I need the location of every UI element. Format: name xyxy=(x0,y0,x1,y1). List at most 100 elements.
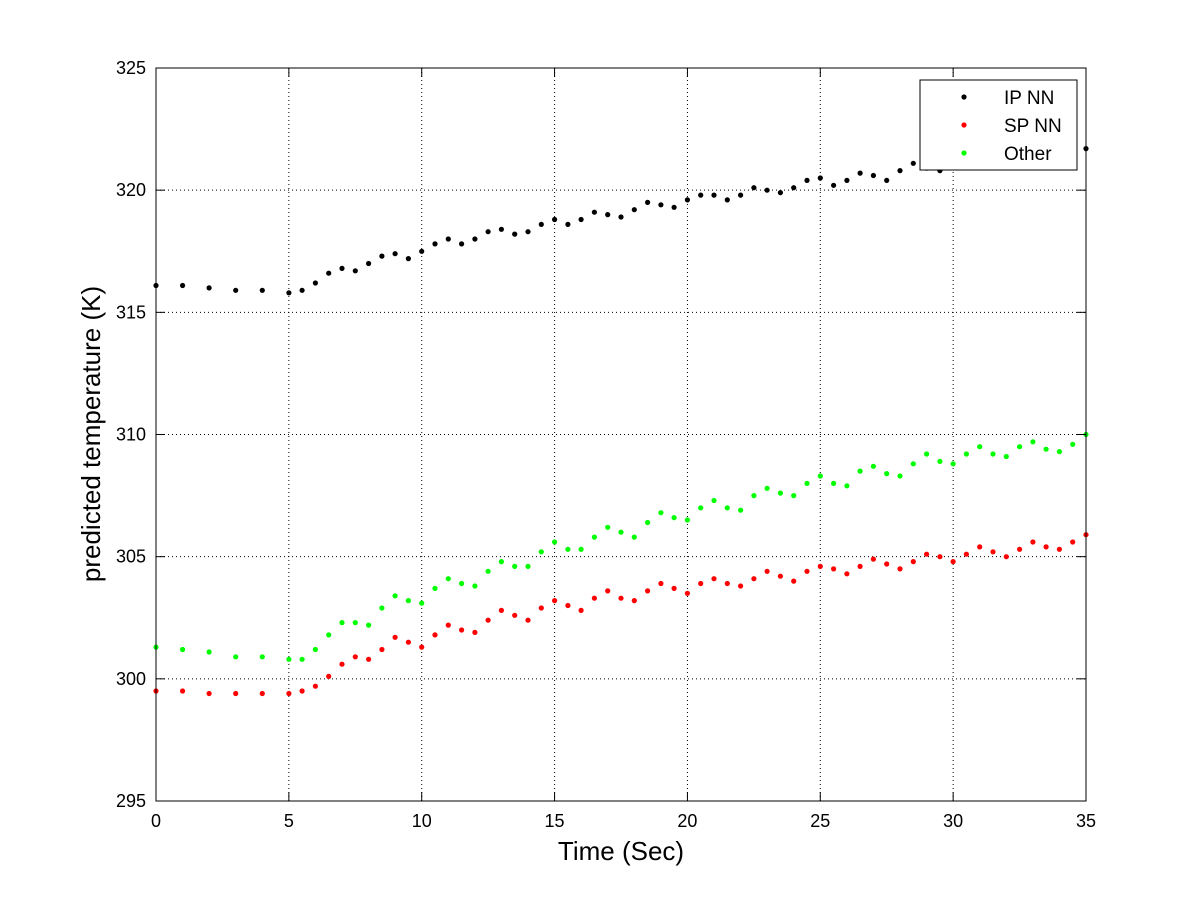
data-point-ip-nn xyxy=(751,185,757,191)
series-other xyxy=(153,431,1089,662)
data-point-ip-nn xyxy=(206,285,212,291)
data-point-ip-nn xyxy=(618,214,624,220)
x-tick-label: 5 xyxy=(284,811,294,831)
data-point-other xyxy=(1030,439,1036,445)
data-point-other xyxy=(525,563,531,570)
data-point-sp-nn xyxy=(339,661,345,667)
legend-marker xyxy=(961,122,967,128)
data-point-sp-nn xyxy=(671,585,677,592)
data-point-sp-nn xyxy=(459,627,465,633)
data-point-other xyxy=(937,458,943,464)
data-point-other xyxy=(711,497,717,504)
data-point-ip-nn xyxy=(405,256,411,262)
data-point-ip-nn xyxy=(565,221,571,227)
data-point-sp-nn xyxy=(950,559,956,565)
data-point-ip-nn xyxy=(180,282,186,289)
data-point-ip-nn xyxy=(791,185,797,191)
data-point-ip-nn xyxy=(578,216,584,223)
data-point-sp-nn xyxy=(405,639,411,645)
data-point-sp-nn xyxy=(445,622,451,628)
data-point-sp-nn xyxy=(366,656,372,662)
data-point-sp-nn xyxy=(286,690,292,697)
data-point-sp-nn xyxy=(233,690,239,697)
data-point-other xyxy=(206,649,212,655)
data-point-other xyxy=(591,534,598,540)
data-point-other xyxy=(472,583,478,589)
data-point-ip-nn xyxy=(419,248,425,254)
y-tick-label: 300 xyxy=(116,669,146,689)
data-point-other xyxy=(339,620,345,626)
data-point-ip-nn xyxy=(445,236,451,242)
data-point-ip-nn xyxy=(379,253,385,259)
data-point-sp-nn xyxy=(738,583,744,589)
data-point-other xyxy=(286,656,292,662)
x-tick-label: 35 xyxy=(1076,811,1096,831)
data-point-ip-nn xyxy=(817,175,823,181)
data-point-sp-nn xyxy=(963,551,970,557)
legend-marker xyxy=(961,150,967,156)
data-point-other xyxy=(392,593,398,599)
data-point-other xyxy=(1017,444,1023,450)
data-point-sp-nn xyxy=(419,644,425,650)
data-point-sp-nn xyxy=(751,576,757,582)
data-point-ip-nn xyxy=(312,280,318,286)
data-point-ip-nn xyxy=(777,190,784,196)
data-point-ip-nn xyxy=(233,287,239,293)
data-point-ip-nn xyxy=(286,290,292,296)
data-point-other xyxy=(977,444,983,450)
data-point-other xyxy=(1070,441,1076,447)
data-point-sp-nn xyxy=(206,690,212,697)
data-point-other xyxy=(538,549,544,555)
data-point-sp-nn xyxy=(512,612,518,618)
data-point-sp-nn xyxy=(1070,539,1076,545)
data-point-ip-nn xyxy=(339,265,345,271)
data-point-ip-nn xyxy=(512,231,518,237)
data-point-other xyxy=(631,534,637,540)
data-point-other xyxy=(950,461,956,467)
data-point-other xyxy=(724,505,730,511)
data-point-other xyxy=(485,568,491,574)
data-point-ip-nn xyxy=(326,270,332,276)
data-point-ip-nn xyxy=(711,192,717,198)
data-point-other xyxy=(352,620,358,626)
data-point-sp-nn xyxy=(831,566,837,572)
y-tick-labels: 295 300 305 310 315 320 325 xyxy=(116,58,146,811)
data-point-other xyxy=(910,461,916,467)
data-point-sp-nn xyxy=(472,629,478,636)
y-axis-label: predicted temperature (K) xyxy=(76,286,106,582)
series-sp-nn xyxy=(153,532,1089,697)
y-tick-label: 315 xyxy=(116,302,146,322)
data-point-other xyxy=(777,490,784,496)
data-point-sp-nn xyxy=(817,563,823,570)
grid xyxy=(156,68,1086,801)
x-tick-label: 10 xyxy=(412,811,432,831)
data-point-sp-nn xyxy=(1003,554,1009,560)
data-point-other xyxy=(1003,453,1009,460)
data-point-other xyxy=(552,539,558,545)
data-point-sp-nn xyxy=(552,598,558,604)
data-point-sp-nn xyxy=(777,573,784,579)
data-point-sp-nn xyxy=(1030,539,1036,545)
data-point-sp-nn xyxy=(259,690,265,697)
data-point-other xyxy=(645,519,651,526)
data-point-sp-nn xyxy=(1043,544,1049,550)
data-point-other xyxy=(259,654,265,660)
data-point-ip-nn xyxy=(299,287,305,293)
data-point-sp-nn xyxy=(485,617,491,623)
x-tick-label: 20 xyxy=(677,811,697,831)
data-point-other xyxy=(565,546,571,552)
data-point-other xyxy=(326,632,332,638)
data-point-sp-nn xyxy=(924,551,930,557)
data-point-other xyxy=(698,505,704,511)
data-point-other xyxy=(1043,446,1049,452)
data-point-sp-nn xyxy=(1056,546,1062,552)
data-point-other xyxy=(405,598,411,604)
data-point-ip-nn xyxy=(459,241,465,247)
data-point-other xyxy=(432,585,438,592)
data-point-other xyxy=(658,510,664,516)
legend-item-other: Other xyxy=(961,144,1052,165)
data-point-sp-nn xyxy=(977,544,983,550)
x-tick-label: 15 xyxy=(545,811,565,831)
data-point-other xyxy=(578,546,584,552)
data-point-sp-nn xyxy=(1017,546,1023,552)
